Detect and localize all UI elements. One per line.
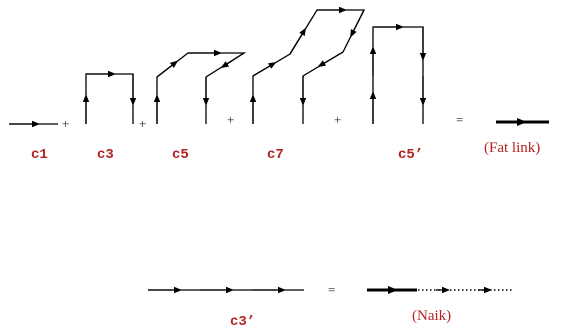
label-c7: c7: [267, 147, 284, 163]
label-c5prime: c5’: [398, 147, 423, 163]
c5prime-path: [369, 23, 427, 124]
equals-bottom: =: [328, 282, 335, 297]
c3-path: [82, 70, 137, 124]
label-c1: c1: [31, 147, 48, 163]
c5-path: [153, 49, 247, 124]
label-c3prime: c3’: [230, 314, 255, 329]
equals-top: =: [456, 112, 463, 127]
plus-1: +: [62, 116, 69, 131]
label-c5: c5: [172, 147, 189, 163]
label-c3: c3: [97, 147, 114, 163]
plus-3: +: [227, 112, 234, 127]
plus-4: +: [334, 112, 341, 127]
plus-2: +: [139, 116, 146, 131]
c7-path: [249, 6, 366, 124]
label-fat-link: (Fat link): [484, 140, 540, 156]
label-naik: (Naik): [412, 308, 451, 324]
